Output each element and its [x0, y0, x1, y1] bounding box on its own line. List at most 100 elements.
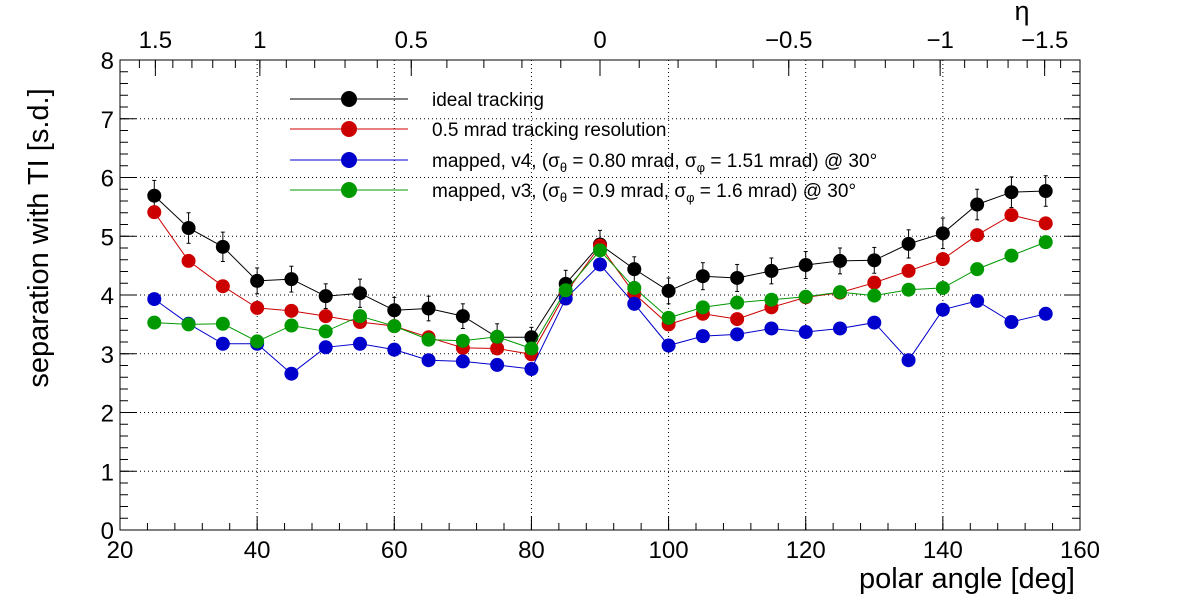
data-point — [1004, 248, 1019, 263]
legend-entry-4: mapped, v3, (σθ = 0.9 mrad, σφ = 1.6 mra… — [290, 181, 856, 205]
y-axis-label: separation with TI [s.d.] — [23, 88, 55, 387]
legend: ideal tracking 0.5 mrad tracking resoluti… — [290, 90, 877, 205]
data-point — [181, 221, 196, 236]
data-point — [970, 262, 985, 277]
data-point — [764, 292, 779, 307]
data-point — [353, 336, 367, 351]
data-point — [455, 309, 470, 324]
legend-entry-3: mapped, v4, (σθ = 0.80 mrad, σφ = 1.51 m… — [290, 151, 877, 175]
data-point — [147, 292, 162, 307]
data-point — [593, 243, 607, 258]
data-point — [490, 341, 505, 356]
x-axis-label: polar angle [deg] — [859, 563, 1075, 595]
y-tick-label: 5 — [101, 224, 114, 251]
y-tick-label: 3 — [101, 342, 114, 369]
legend-label: 0.5 mrad tracking resolution — [432, 120, 666, 141]
data-point — [284, 303, 299, 318]
data-point — [318, 289, 333, 304]
y-tick-label: 2 — [101, 401, 114, 428]
legend-label: ideal tracking — [432, 90, 544, 111]
data-point — [661, 283, 676, 298]
y-tick-label: 6 — [101, 166, 114, 193]
legend-marker — [341, 152, 357, 168]
data-point — [284, 272, 299, 287]
data-point — [421, 332, 436, 347]
data-point — [387, 319, 402, 334]
data-point — [901, 236, 916, 251]
data-point — [935, 252, 950, 267]
data-point — [524, 362, 539, 377]
data-point — [353, 286, 367, 301]
axes: 20 40 60 80 100 120 140 160 0 1 2 3 4 5 6 7 8 1.5 1 0.5 0 −0.… — [101, 27, 1100, 564]
data-point — [490, 357, 505, 372]
data-point — [661, 310, 676, 325]
data-point — [627, 262, 642, 277]
y-tick-label: 4 — [101, 283, 114, 310]
top-tick-label: 1.5 — [139, 27, 172, 54]
data-point — [661, 338, 676, 353]
data-point — [524, 341, 539, 356]
data-point — [181, 253, 196, 268]
x-tick-label: 20 — [107, 537, 134, 564]
data-point — [695, 300, 710, 315]
x-tick-label: 60 — [381, 537, 408, 564]
data-point — [215, 336, 230, 351]
data-point — [147, 315, 162, 330]
top-tick-label: 0 — [593, 27, 606, 54]
y-tick-label: 0 — [101, 518, 114, 545]
x-tick-label: 80 — [518, 537, 545, 564]
top-tick-label: 1 — [253, 27, 266, 54]
data-point — [1038, 306, 1053, 321]
data-point — [627, 280, 642, 295]
y-tick-label: 7 — [101, 107, 114, 134]
data-point — [730, 270, 745, 285]
data-point — [558, 283, 573, 298]
data-point — [318, 340, 333, 355]
data-point — [1038, 235, 1053, 250]
data-point — [1004, 315, 1019, 330]
data-point — [901, 353, 916, 368]
data-point — [901, 263, 916, 278]
top-tick-label: 0.5 — [395, 27, 428, 54]
data-point — [1038, 184, 1053, 199]
data-point — [318, 324, 333, 339]
legend-marker — [341, 121, 357, 137]
data-point — [833, 321, 847, 336]
top-axis-label: η — [1014, 0, 1029, 26]
data-point — [730, 312, 745, 327]
legend-marker — [341, 91, 357, 107]
data-point — [593, 257, 607, 272]
series-layer — [147, 175, 1053, 381]
data-point — [730, 295, 745, 310]
data-point — [490, 329, 505, 344]
x-tick-label: 100 — [649, 537, 689, 564]
top-tick-label: −0.5 — [765, 27, 812, 54]
data-point — [147, 188, 162, 203]
data-point — [387, 303, 402, 318]
x-tick-label: 120 — [786, 537, 826, 564]
data-point — [455, 333, 470, 348]
data-point — [1038, 216, 1053, 231]
series-4 — [147, 235, 1053, 356]
data-point — [867, 288, 882, 303]
data-point — [147, 205, 162, 220]
x-tick-label: 140 — [923, 537, 963, 564]
data-point — [935, 280, 950, 295]
y-tick-label: 1 — [101, 459, 114, 486]
data-point — [215, 279, 230, 294]
data-point — [284, 318, 299, 333]
data-point — [353, 309, 367, 324]
top-tick-label: −1 — [926, 27, 953, 54]
data-point — [901, 282, 916, 297]
y-tick-label: 8 — [101, 48, 114, 75]
data-point — [798, 258, 813, 273]
x-tick-label: 40 — [244, 537, 271, 564]
data-point — [833, 253, 847, 268]
data-point — [798, 325, 813, 340]
data-point — [833, 285, 847, 300]
data-point — [215, 239, 230, 254]
data-point — [250, 300, 265, 315]
data-point — [970, 228, 985, 243]
